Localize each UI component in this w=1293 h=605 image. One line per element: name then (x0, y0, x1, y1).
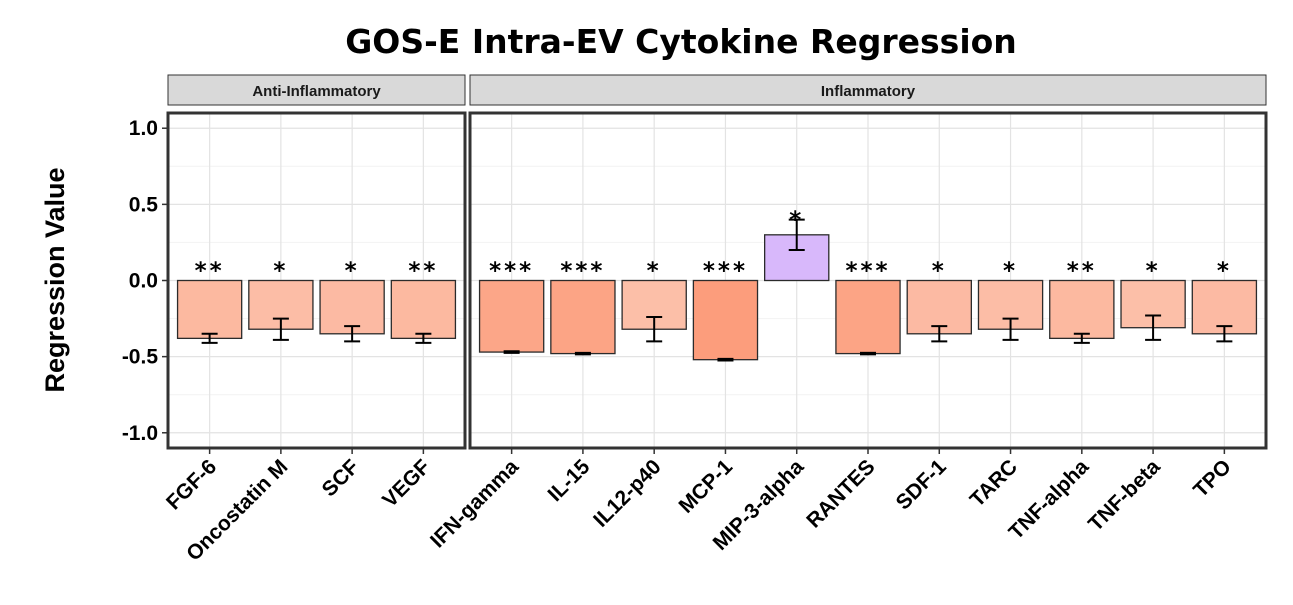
x-tick-label: IL12-p40 (589, 455, 666, 532)
y-axis-label: Regression Value (40, 167, 70, 392)
error-bar (1216, 325, 1233, 343)
significance-label: ** (1067, 259, 1097, 285)
significance-label: ** (408, 259, 438, 285)
error-bar (788, 218, 805, 252)
significance-label: * (345, 259, 360, 285)
significance-label: * (789, 208, 804, 234)
x-tick-label: RANTES (802, 455, 879, 532)
bar-tpo (1191, 279, 1258, 335)
x-tick-label: SDF-1 (892, 455, 951, 514)
error-bar (201, 332, 218, 344)
bar-sdf-1 (906, 279, 972, 335)
y-tick-label: -1.0 (122, 422, 158, 445)
error-bar (415, 332, 432, 344)
x-tick-label: TPO (1189, 455, 1236, 502)
significance-label: * (1146, 259, 1161, 285)
x-tick-label: VEGF (378, 455, 435, 512)
x-tick-label: TARC (966, 455, 1022, 511)
panel-border (166, 111, 467, 450)
y-tick-label: 0.0 (129, 270, 158, 293)
x-tick-label: TNF-beta (1084, 455, 1165, 536)
error-bar (574, 351, 591, 356)
bar-vegf (390, 279, 457, 340)
bar-ifn-gamma (478, 279, 545, 353)
panel-strip-label: Inflammatory (821, 83, 916, 100)
bar-tnf-alpha (1049, 279, 1115, 340)
significance-label: *** (845, 259, 890, 285)
error-bar (1073, 332, 1090, 344)
error-bar (272, 317, 289, 341)
significance-label: * (932, 259, 947, 285)
significance-label: * (1217, 259, 1232, 285)
x-tick-label: SCF (318, 455, 364, 501)
significance-label: ** (195, 259, 225, 285)
x-tick-label: IFN-gamma (426, 455, 523, 552)
error-bar (646, 316, 663, 343)
bar-il-15 (550, 279, 616, 355)
error-bar (1145, 314, 1162, 341)
significance-label: *** (560, 259, 605, 285)
bar-mcp-1 (692, 279, 759, 361)
significance-label: *** (703, 259, 748, 285)
y-tick-label: -0.5 (122, 346, 159, 369)
significance-label: * (647, 259, 662, 285)
panel-strip-label: Anti-Inflammatory (252, 83, 381, 100)
x-tick-label: IL-15 (544, 455, 595, 506)
error-bar (344, 325, 361, 343)
panel-1: Inflammatory***IFN-gamma***IL-15*IL12-p4… (426, 74, 1268, 555)
error-bar (931, 325, 948, 343)
panel-border (468, 111, 1268, 450)
y-axis-ticks: 1.0 0.5 0.0 -0.5 -1.0 (122, 117, 168, 445)
significance-label: * (1003, 259, 1018, 285)
y-tick-label: 0.5 (129, 193, 159, 216)
panel-strip (167, 74, 466, 106)
chart-panels: Anti-Inflammatory**FGF-6*Oncostatin M*SC… (162, 74, 1268, 566)
chart-title: GOS-E Intra-EV Cytokine Regression (345, 22, 1017, 61)
significance-label: * (273, 259, 288, 285)
error-bar (860, 351, 876, 356)
y-tick-label: 1.0 (129, 117, 158, 140)
bar-rantes (835, 279, 901, 355)
panel-strip (469, 74, 1267, 106)
error-bar (503, 350, 520, 354)
panel-0: Anti-Inflammatory**FGF-6*Oncostatin M*SC… (162, 74, 467, 566)
bar-fgf-6 (176, 279, 243, 340)
error-bar (1002, 317, 1019, 341)
significance-label: *** (489, 259, 534, 285)
x-tick-label: FGF-6 (162, 455, 221, 514)
error-bar (717, 357, 734, 362)
x-tick-label: MCP-1 (675, 455, 738, 518)
